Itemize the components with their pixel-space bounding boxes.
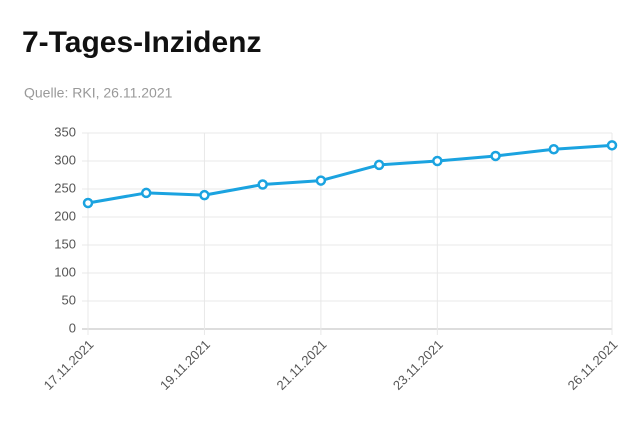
y-tick-label: 350 xyxy=(54,124,76,139)
x-tick-label: 23.11.2021 xyxy=(390,337,446,393)
y-tick-label: 250 xyxy=(54,180,76,195)
y-tick-label: 300 xyxy=(54,152,76,167)
line xyxy=(87,143,613,205)
y-tick-label: 150 xyxy=(54,236,76,251)
point xyxy=(490,150,501,162)
x-tick-label: 21.11.2021 xyxy=(274,337,330,393)
point xyxy=(432,155,443,167)
chart-title: 7-Tages-Inzidenz xyxy=(22,26,261,59)
x-tick-label: 26.11.2021 xyxy=(565,337,621,393)
point xyxy=(199,189,210,201)
point xyxy=(606,140,618,151)
y-tick-label: 100 xyxy=(54,264,76,279)
x-tick-label: 17.11.2021 xyxy=(41,337,97,393)
point xyxy=(257,179,268,190)
point xyxy=(373,159,385,171)
point xyxy=(140,187,152,199)
y-tick-label: 0 xyxy=(69,320,76,335)
point xyxy=(315,175,327,186)
y-tick-label: 50 xyxy=(62,292,76,307)
x-tick-label: 19.11.2021 xyxy=(157,337,213,393)
y-tick-label: 200 xyxy=(54,208,76,223)
point xyxy=(548,143,560,155)
chart-subtitle: Quelle: RKI, 26.11.2021 xyxy=(24,85,173,101)
point xyxy=(82,197,94,209)
